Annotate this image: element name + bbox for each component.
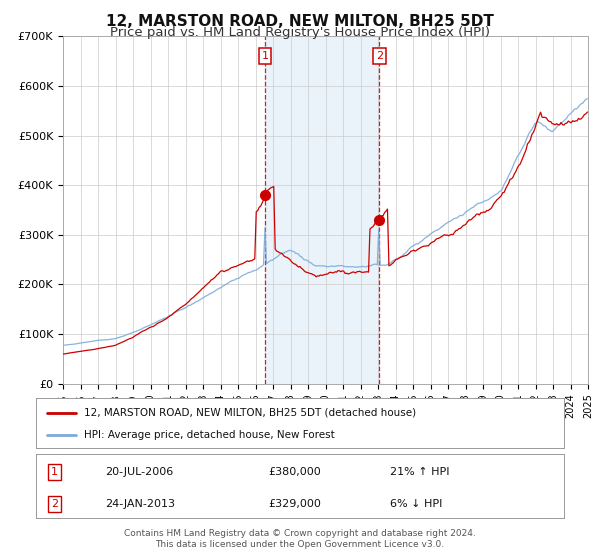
- Text: 1: 1: [262, 51, 268, 61]
- Text: Contains HM Land Registry data © Crown copyright and database right 2024.: Contains HM Land Registry data © Crown c…: [124, 529, 476, 538]
- Text: HPI: Average price, detached house, New Forest: HPI: Average price, detached house, New …: [83, 431, 334, 440]
- Text: 21% ↑ HPI: 21% ↑ HPI: [390, 466, 449, 477]
- Text: £329,000: £329,000: [268, 499, 321, 509]
- Text: 12, MARSTON ROAD, NEW MILTON, BH25 5DT (detached house): 12, MARSTON ROAD, NEW MILTON, BH25 5DT (…: [83, 408, 416, 418]
- Text: 6% ↓ HPI: 6% ↓ HPI: [390, 499, 442, 509]
- Text: 2: 2: [51, 499, 58, 509]
- Text: Price paid vs. HM Land Registry's House Price Index (HPI): Price paid vs. HM Land Registry's House …: [110, 26, 490, 39]
- Text: 20-JUL-2006: 20-JUL-2006: [104, 466, 173, 477]
- Text: 1: 1: [51, 466, 58, 477]
- Text: 2: 2: [376, 51, 383, 61]
- Text: 12, MARSTON ROAD, NEW MILTON, BH25 5DT: 12, MARSTON ROAD, NEW MILTON, BH25 5DT: [106, 14, 494, 29]
- Text: 24-JAN-2013: 24-JAN-2013: [104, 499, 175, 509]
- Text: This data is licensed under the Open Government Licence v3.0.: This data is licensed under the Open Gov…: [155, 540, 445, 549]
- Bar: [265, 36, 379, 384]
- Text: £380,000: £380,000: [268, 466, 321, 477]
